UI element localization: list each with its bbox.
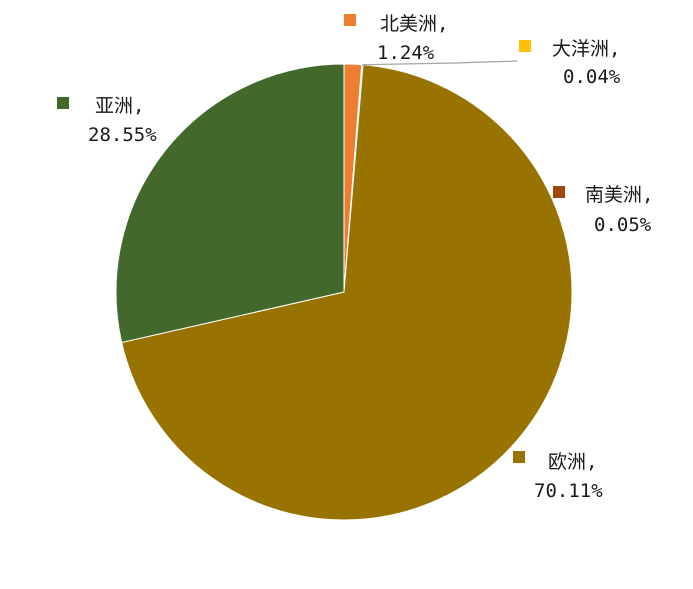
marker-south-america: [553, 186, 565, 198]
name-oceania: 大洋洲,: [552, 38, 620, 60]
slice-asia: [115, 63, 345, 344]
value-oceania: 0.04%: [563, 66, 621, 88]
leader-line-oceania: [362, 60, 518, 66]
label-europe: 欧洲, 70.11%: [513, 451, 603, 502]
slice-europe: [121, 64, 573, 521]
leader-lines: [362, 60, 518, 66]
pie-slices: [115, 63, 573, 521]
value-asia: 28.55%: [88, 124, 157, 146]
name-south-america: 南美洲,: [585, 184, 653, 206]
label-north-america: 北美洲, 1.24%: [344, 13, 448, 64]
name-north-america: 北美洲,: [380, 13, 448, 35]
value-north-america: 1.24%: [377, 42, 435, 64]
marker-north-america: [344, 14, 356, 26]
name-europe: 欧洲,: [548, 451, 597, 473]
value-europe: 70.11%: [534, 480, 603, 502]
label-oceania: 大洋洲, 0.04%: [519, 38, 621, 88]
label-asia: 亚洲, 28.55%: [57, 95, 157, 146]
marker-oceania: [519, 40, 531, 52]
label-south-america: 南美洲, 0.05%: [553, 184, 653, 236]
value-south-america: 0.05%: [594, 214, 652, 236]
marker-asia: [57, 97, 69, 109]
name-asia: 亚洲,: [95, 95, 144, 117]
marker-europe: [513, 451, 525, 463]
